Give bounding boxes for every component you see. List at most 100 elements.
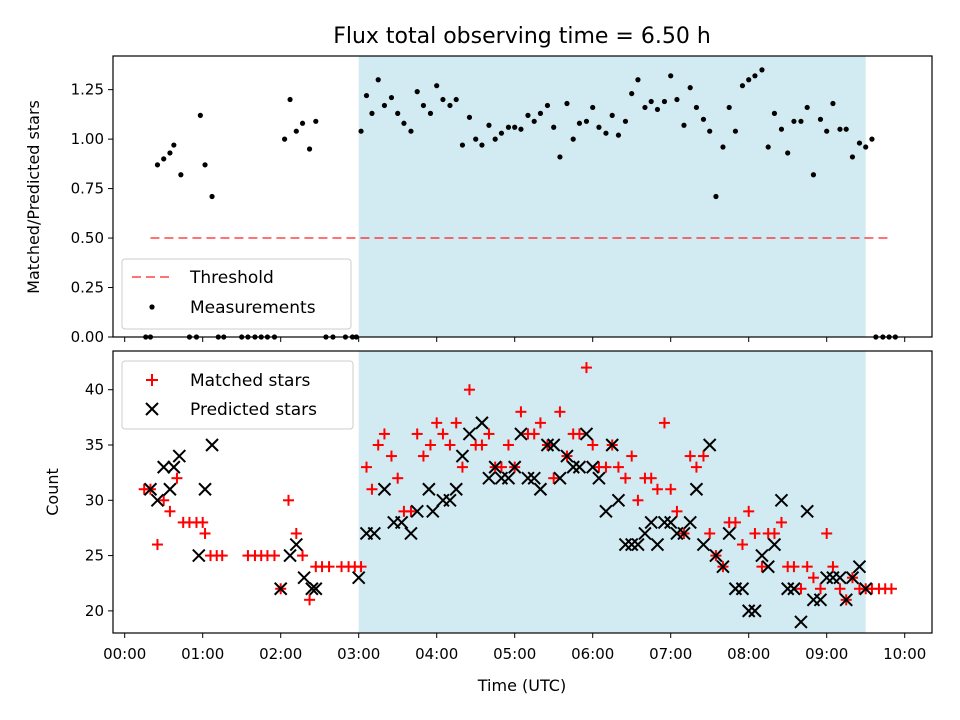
- predicted-star-point: [507, 460, 522, 474]
- predicted-star-point: [624, 537, 639, 552]
- measurement-point: [668, 73, 674, 79]
- measurement-point: [824, 128, 830, 134]
- matched-star-point: [476, 439, 488, 451]
- legend-matched-label: Matched stars: [190, 371, 310, 391]
- predicted-star-point: [501, 471, 516, 485]
- measurement-point: [856, 140, 863, 146]
- predicted-star-point: [839, 593, 853, 607]
- measurement-point: [635, 77, 641, 83]
- matched-star-point: [515, 406, 527, 418]
- legend-measurement-label: Measurements: [190, 298, 316, 318]
- top-y-tick-label: 0.50: [71, 229, 104, 247]
- matched-star-point: [756, 561, 768, 573]
- matched-star-point: [355, 561, 367, 573]
- predicted-star-point: [514, 427, 528, 441]
- measurement-point: [551, 124, 557, 130]
- matched-star-point: [665, 483, 677, 495]
- matched-star-point: [658, 417, 670, 429]
- measurement-point: [197, 112, 203, 118]
- predicted-star-point: [426, 504, 440, 519]
- predicted-star-point: [572, 460, 587, 474]
- measurement-point: [713, 193, 719, 200]
- top-y-tick-label: 0.75: [71, 180, 104, 198]
- legend-predicted-label: Predicted stars: [190, 400, 317, 420]
- measurement-point: [726, 104, 732, 111]
- legend-predicted-swatch: [145, 402, 159, 416]
- x-tick-label: 06:00: [571, 645, 614, 663]
- measurement-point: [648, 98, 654, 105]
- matched-star-point: [424, 439, 436, 451]
- matched-star-point: [171, 472, 183, 484]
- predicted-star-point: [702, 438, 717, 452]
- matched-star-point: [495, 461, 507, 473]
- predicted-star-point: [305, 582, 319, 596]
- predicted-star-point: [482, 471, 496, 485]
- matched-star-point: [216, 550, 228, 562]
- measurement-point: [817, 116, 824, 122]
- predicted-star-point: [283, 548, 297, 563]
- predicted-star-point: [774, 493, 789, 508]
- matched-star-point: [290, 527, 302, 539]
- matched-star-point: [528, 428, 540, 440]
- measurement-point: [479, 142, 485, 148]
- measurement-point: [293, 128, 299, 134]
- measurement-point: [693, 104, 700, 111]
- matched-star-point: [587, 439, 599, 451]
- matched-star-point: [827, 561, 839, 573]
- predicted-star-point: [488, 460, 502, 474]
- predicted-star-point: [794, 615, 808, 629]
- bottom-y-tick-label: 40: [85, 381, 104, 399]
- measurement-point: [622, 118, 629, 124]
- measurement-point: [375, 77, 381, 83]
- matched-star-point: [626, 450, 638, 462]
- bottom-y-tick-label: 35: [85, 436, 104, 454]
- predicted-star-point: [813, 593, 828, 607]
- x-tick-label: 07:00: [649, 645, 692, 663]
- predicted-star-point: [462, 427, 477, 441]
- measurement-point: [473, 136, 479, 142]
- predicted-star-point: [297, 570, 311, 585]
- matched-star-point: [645, 472, 657, 484]
- measurement-point: [863, 144, 869, 150]
- measurement-point: [306, 146, 313, 152]
- measurement-point: [209, 193, 215, 200]
- bottom-y-tick-label: 30: [85, 491, 104, 509]
- x-tick-label: 09:00: [805, 645, 848, 663]
- measurement-point: [447, 102, 453, 109]
- matched-star-point: [743, 505, 755, 517]
- matched-star-point: [366, 483, 378, 495]
- predicted-star-point: [422, 482, 436, 496]
- measurement-point: [492, 136, 498, 142]
- predicted-star-point: [404, 526, 418, 541]
- measurement-point: [810, 172, 817, 178]
- predicted-star-point: [716, 559, 730, 574]
- measurement-point: [408, 128, 414, 134]
- matched-star-point: [151, 539, 163, 551]
- predicted-star-point: [650, 537, 665, 552]
- predicted-star-point: [819, 570, 834, 585]
- matched-star-point: [612, 461, 624, 473]
- matched-star-point: [297, 550, 309, 562]
- predicted-star-point: [566, 460, 580, 474]
- matched-star-point: [651, 483, 663, 495]
- measurement-point: [420, 102, 427, 109]
- predicted-star-point: [618, 537, 633, 552]
- predicted-star-point: [443, 493, 457, 508]
- measurement-point: [804, 104, 810, 111]
- predicted-star-point: [143, 482, 158, 496]
- matched-star-point: [775, 516, 787, 528]
- measurement-point: [778, 126, 785, 132]
- matched-star-point: [323, 561, 335, 573]
- bottom-y-tick-label: 25: [85, 547, 104, 565]
- matched-star-point: [361, 461, 372, 473]
- predicted-star-point: [475, 416, 489, 430]
- predicted-star-point: [735, 582, 750, 596]
- measurement-point: [498, 130, 505, 136]
- predicted-star-point: [172, 449, 187, 463]
- measurement-point: [707, 128, 713, 134]
- matched-star-point: [197, 516, 209, 528]
- measurement-point: [720, 144, 726, 150]
- measurement-point: [531, 118, 537, 124]
- x-tick-label: 04:00: [415, 645, 458, 663]
- measurement-point: [202, 162, 208, 168]
